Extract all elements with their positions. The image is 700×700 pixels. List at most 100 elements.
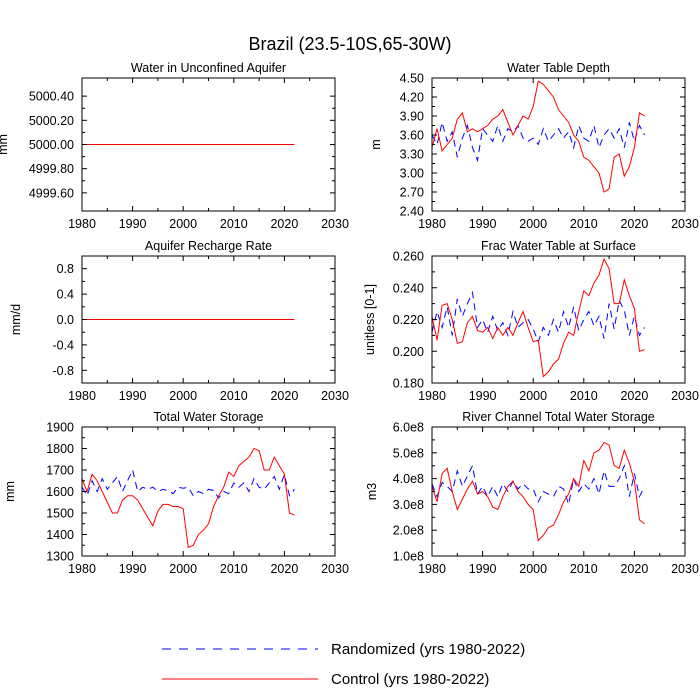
x-tick-label: 2000 [169, 389, 197, 403]
plot-frame [431, 255, 686, 384]
legend-item: Randomized (yrs 1980-2022) [162, 641, 525, 658]
y-tick-label: 4.50 [400, 72, 424, 86]
figure-title: Brazil (23.5-10S,65-30W) [248, 34, 451, 54]
y-axis-label: mm/d [9, 304, 23, 335]
plot-frame [81, 255, 336, 384]
y-tick-label: 3.60 [400, 129, 424, 143]
x-tick-label: 2000 [519, 562, 547, 576]
x-tick-label: 2000 [169, 562, 197, 576]
x-tick-label: 1980 [418, 562, 446, 576]
y-tick-label: 1300 [46, 550, 74, 564]
y-tick-label: -0.8 [52, 364, 74, 378]
chart-title: Frac Water Table at Surface [481, 239, 636, 253]
x-tick-label: 2020 [620, 562, 648, 576]
y-tick-label: 1600 [46, 485, 74, 499]
y-tick-label: 4999.80 [29, 162, 74, 176]
x-tick-label: 1990 [119, 217, 147, 231]
series-control-line [82, 447, 295, 549]
x-tick-label: 1990 [119, 562, 147, 576]
plot-frame [81, 77, 336, 212]
chart-panel: Aquifer Recharge Rate mm/d 1980 1990 2000 201… [9, 239, 349, 403]
x-tick-label: 2030 [321, 389, 349, 403]
y-tick-label: 5.0e8 [393, 446, 424, 460]
legend-item: Control (yrs 1980-2022) [162, 671, 489, 688]
y-tick-label: 5000.20 [29, 114, 74, 128]
x-tick-label: 2010 [220, 562, 248, 576]
y-tick-label: 1400 [46, 528, 74, 542]
plot-frame [81, 426, 336, 557]
plot-frame [431, 426, 686, 557]
y-tick-label: 0.260 [393, 250, 424, 264]
x-tick-label: 2010 [570, 562, 598, 576]
y-tick-label: 0.240 [393, 281, 424, 295]
x-tick-label: 2010 [570, 389, 598, 403]
y-tick-label: 1900 [46, 421, 74, 435]
y-tick-label: 4999.60 [29, 186, 74, 200]
x-tick-label: 2030 [671, 562, 699, 576]
y-tick-label: 2.0e8 [393, 524, 424, 538]
y-tick-label: 0.200 [393, 345, 424, 359]
chart-panel: Total Water Storage mm 1980 1990 2000 2010 202… [3, 410, 349, 576]
y-tick-label: 3.30 [400, 148, 424, 162]
x-tick-label: 2000 [519, 217, 547, 231]
y-axis-label: unitless [0-1] [363, 284, 377, 355]
y-axis-label: mm [3, 481, 17, 502]
chart-title: Water in Unconfined Aquifer [131, 61, 286, 75]
x-tick-label: 2030 [671, 217, 699, 231]
x-tick-label: 1990 [469, 562, 497, 576]
legend-label: Control (yrs 1980-2022) [331, 671, 489, 688]
y-tick-label: 6.0e8 [393, 421, 424, 435]
x-tick-label: 1980 [418, 389, 446, 403]
y-tick-label: 0.0 [57, 313, 74, 327]
y-axis-label: m [369, 139, 383, 149]
y-tick-label: 3.90 [400, 110, 424, 124]
y-tick-label: 1700 [46, 464, 74, 478]
y-tick-label: 4.0e8 [393, 472, 424, 486]
x-tick-label: 2000 [519, 389, 547, 403]
y-tick-label: 1800 [46, 442, 74, 456]
y-tick-label: 0.4 [57, 288, 74, 302]
series-randomized-line [432, 463, 645, 507]
panels-group: Water in Unconfined Aquifer mm 1980 1990 200… [0, 61, 699, 576]
x-tick-label: 1980 [68, 217, 96, 231]
x-tick-label: 2010 [220, 389, 248, 403]
x-tick-label: 1990 [119, 389, 147, 403]
series-control-line [432, 441, 645, 542]
x-tick-label: 2020 [270, 389, 298, 403]
y-axis-label: mm [0, 134, 10, 155]
series-control-line [432, 257, 645, 378]
x-tick-label: 2030 [321, 562, 349, 576]
y-tick-label: 0.8 [57, 262, 74, 276]
x-tick-label: 2010 [220, 217, 248, 231]
x-tick-label: 2020 [620, 389, 648, 403]
y-tick-label: 0.180 [393, 377, 424, 391]
x-tick-label: 1980 [68, 389, 96, 403]
y-tick-label: 0.220 [393, 313, 424, 327]
y-tick-label: 4.20 [400, 91, 424, 105]
x-tick-label: 2030 [671, 389, 699, 403]
chart-panel: Water Table Depth m 1980 1990 2000 2010 2020 20… [369, 61, 699, 231]
y-tick-label: 1500 [46, 507, 74, 521]
series-randomized-line [82, 468, 295, 499]
y-axis-label: m3 [365, 483, 379, 500]
x-tick-label: 1990 [469, 389, 497, 403]
x-tick-label: 1980 [68, 562, 96, 576]
chart-panel: Water in Unconfined Aquifer mm 1980 1990 200… [0, 61, 349, 231]
chart-title: Aquifer Recharge Rate [145, 239, 272, 253]
y-tick-label: 1.0e8 [393, 550, 424, 564]
y-tick-label: 3.00 [400, 167, 424, 181]
chart-title: Total Water Storage [153, 410, 263, 424]
chart-title: Water Table Depth [507, 61, 610, 75]
y-tick-label: 2.40 [400, 205, 424, 219]
x-tick-label: 1990 [469, 217, 497, 231]
x-tick-label: 2030 [321, 217, 349, 231]
x-tick-label: 1980 [418, 217, 446, 231]
series-randomized-line [432, 122, 645, 163]
x-tick-label: 2000 [169, 217, 197, 231]
x-tick-label: 2020 [270, 562, 298, 576]
chart-title: River Channel Total Water Storage [462, 410, 655, 424]
legend: Randomized (yrs 1980-2022) Control (yrs 1… [162, 641, 525, 688]
y-tick-label: 3.0e8 [393, 498, 424, 512]
